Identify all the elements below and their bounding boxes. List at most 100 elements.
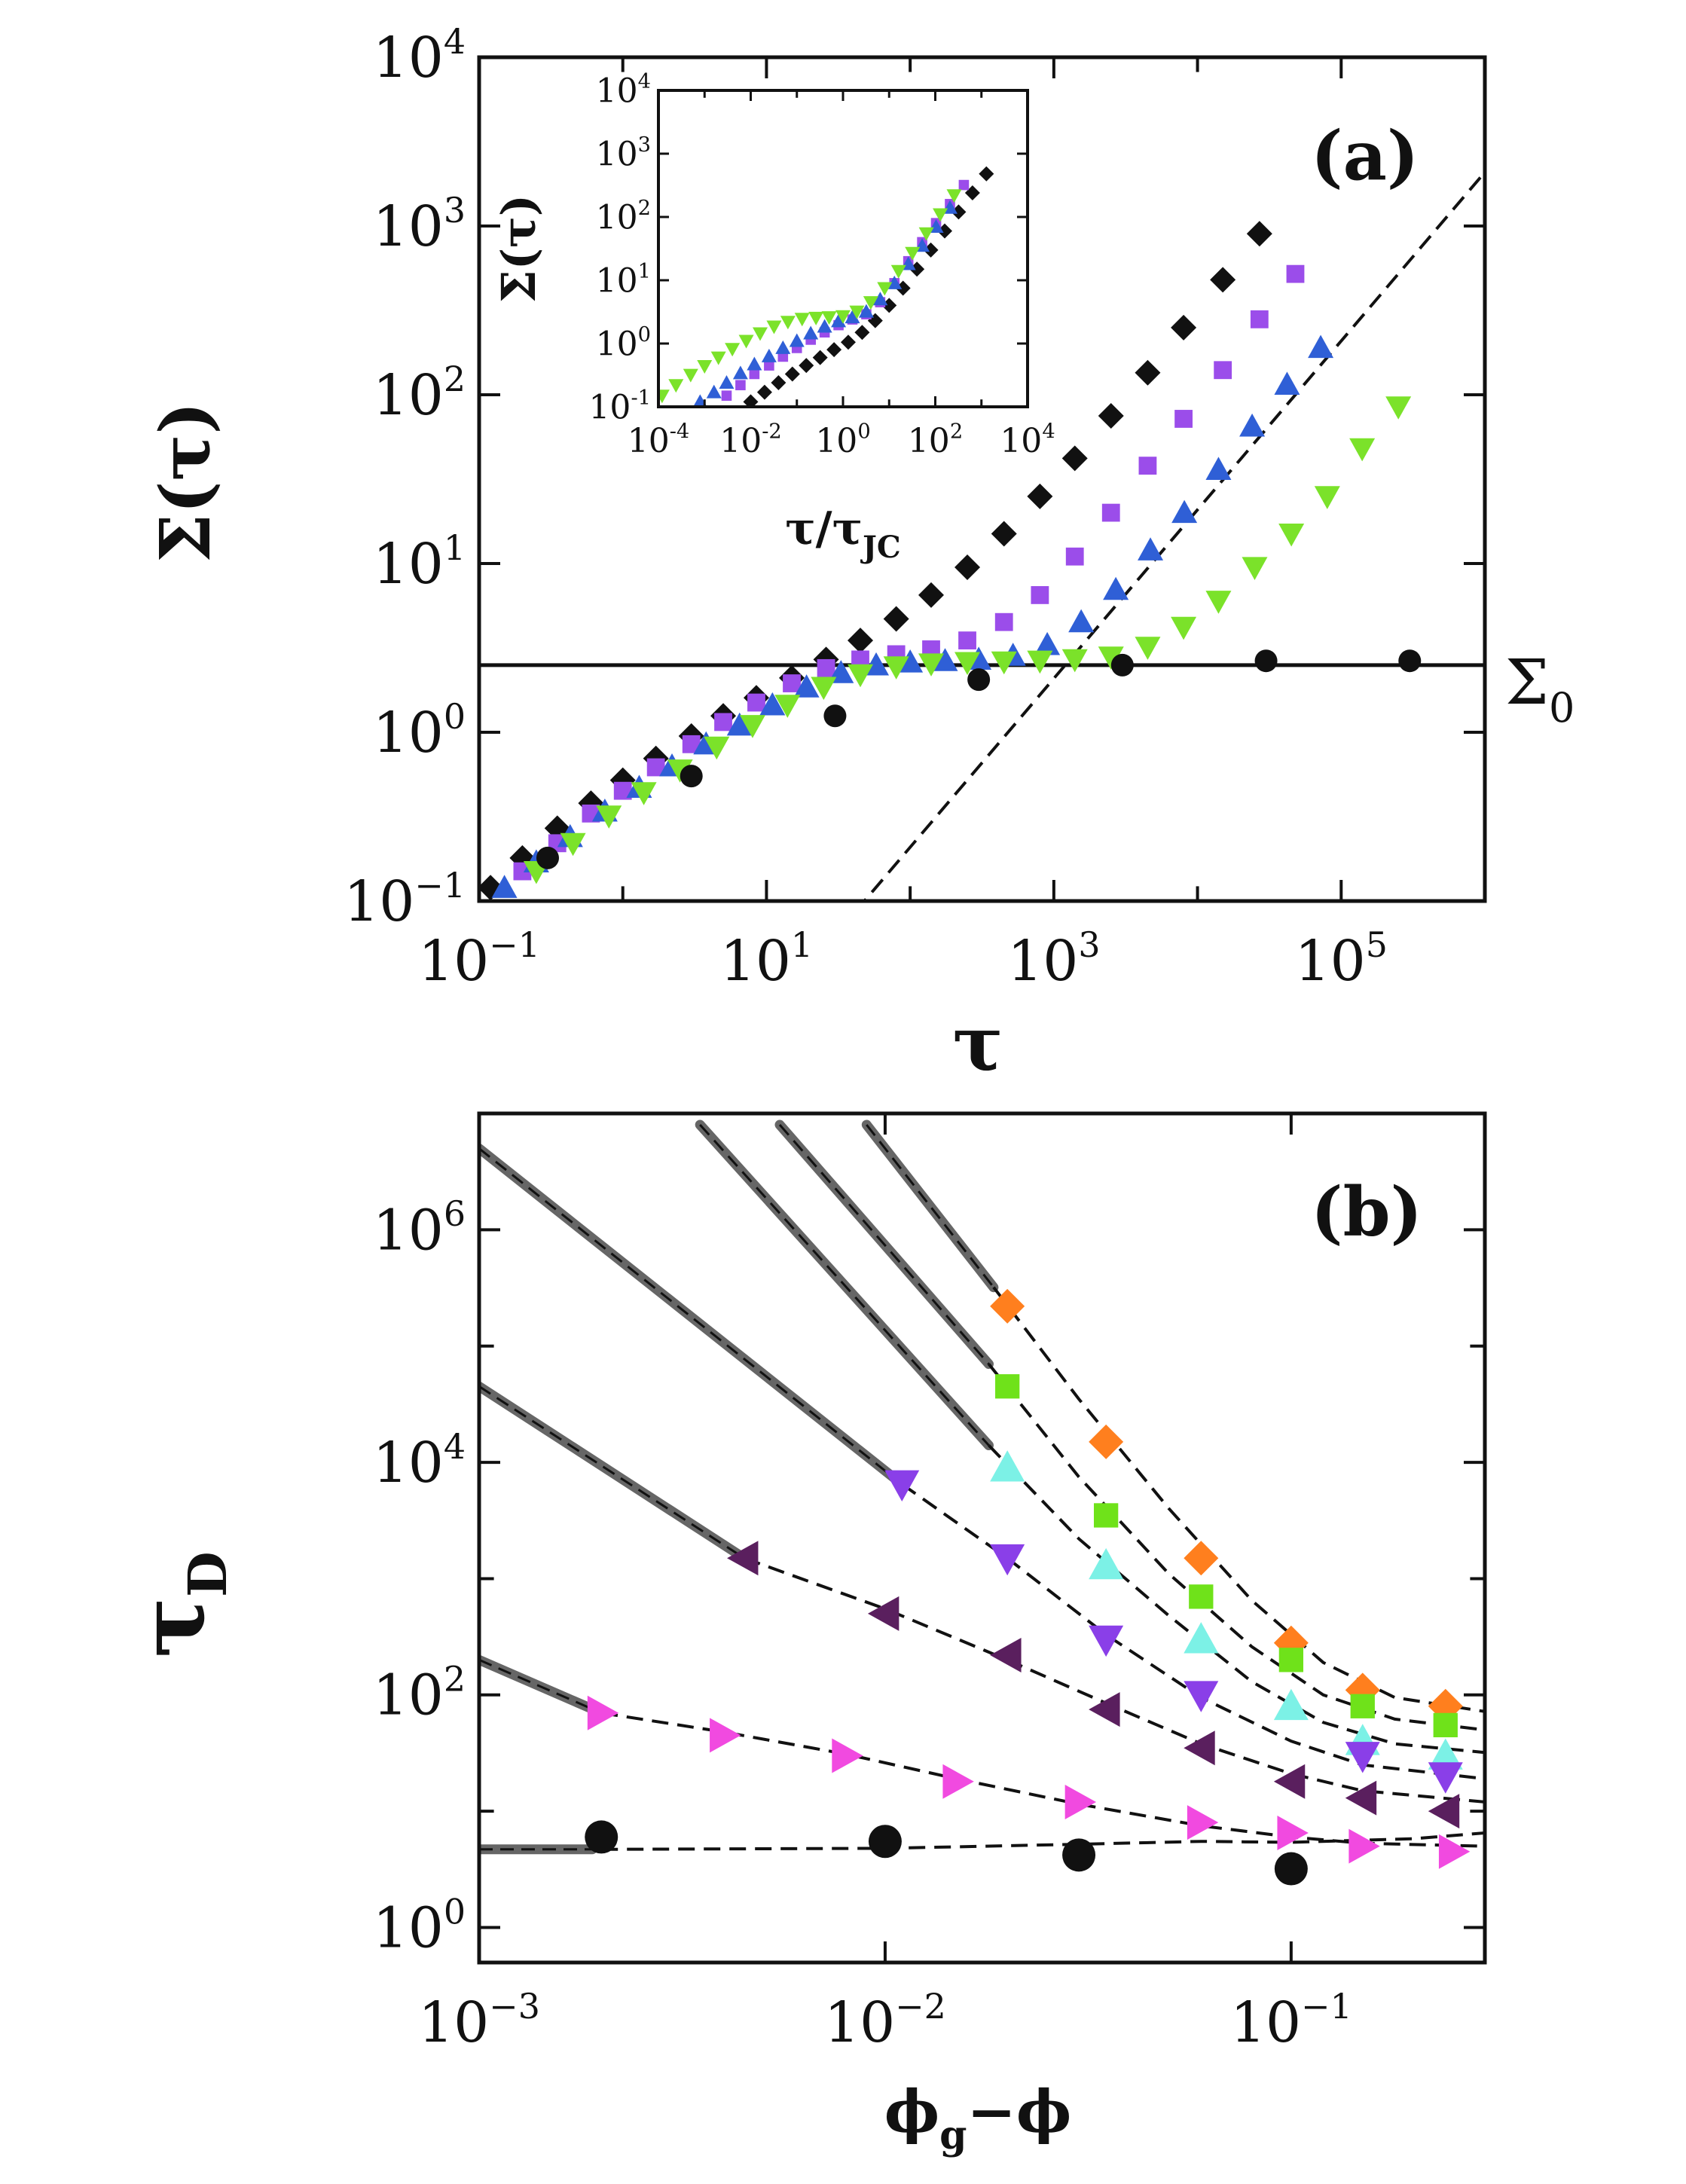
point-triangle-up [932, 648, 958, 671]
x-tick-label-0-exponent: -4 [670, 420, 690, 444]
point-triangle-up [1239, 413, 1266, 437]
series-circle [536, 649, 1422, 869]
point-square [817, 658, 835, 677]
asymptote-dash-triangle-up [699, 1123, 990, 1446]
inset-point-triangle-up [831, 313, 847, 328]
fit-triangle-down [901, 1483, 1485, 1781]
point-triangle-up [1089, 1547, 1124, 1580]
x-tick-label-3: 102 [908, 420, 963, 460]
point-triangle-down [918, 653, 945, 677]
x-tick-label-0: 10-4 [628, 420, 690, 460]
panel-a-xlabel: τ [952, 999, 1003, 1088]
inset-point-diamond [756, 384, 772, 400]
inset-point-triangle-down [766, 320, 782, 334]
inset-point-triangle-down [668, 379, 684, 393]
x-tick-label-2-mantissa: 10 [1230, 1990, 1301, 2055]
x-tick-label-1-exponent: −2 [895, 1986, 946, 2027]
x-tick-label-0-mantissa: 10 [628, 422, 670, 460]
inset-point-triangle-down [863, 296, 878, 310]
inset-point-triangle-down [683, 368, 698, 383]
y-tick-label-3-mantissa: 10 [373, 1198, 444, 1263]
x-tick-label-4-exponent: 4 [1042, 420, 1055, 444]
point-triangle-up [793, 674, 820, 698]
x-tick-label-2-mantissa: 10 [1007, 929, 1078, 994]
point-triangle-down [1345, 1742, 1380, 1773]
inset-series-triangle-down [658, 189, 962, 404]
point-triangle-down [704, 736, 730, 760]
inset-point-triangle-up [761, 348, 777, 362]
inset-point-triangle-up [719, 375, 735, 389]
fit-square [987, 1363, 1485, 1732]
point-triangle-down [1061, 649, 1088, 673]
point-diamond [1246, 221, 1272, 247]
asymptote-dash-diamond [866, 1124, 995, 1288]
point-triangle-down [1314, 486, 1340, 509]
y-tick-label-5: 104 [596, 70, 651, 110]
inset-point-triangle-up [706, 384, 722, 399]
point-triangle-down [954, 652, 981, 676]
y-tick-label-5-mantissa: 10 [596, 72, 638, 110]
y-tick-label-3: 102 [596, 197, 651, 237]
point-triangle-right [942, 1764, 974, 1799]
fit-triangle-right [600, 1711, 1485, 1848]
point-triangle-down [1278, 523, 1305, 547]
point-triangle-down [990, 1544, 1025, 1576]
panel-a-plot-area [479, 170, 1485, 901]
y-tick-label-0-exponent: -1 [631, 386, 651, 410]
point-triangle-up [759, 692, 786, 716]
inset-point-triangle-down [933, 208, 948, 222]
y-tick-label-4: 103 [596, 133, 651, 173]
y-tick-label-3-mantissa: 10 [596, 198, 638, 237]
point-square [682, 735, 701, 753]
inset-point-triangle-down [697, 359, 713, 374]
inset-point-triangle-down [794, 313, 810, 327]
y-tick-label-1-exponent: 0 [638, 323, 651, 347]
y-tick-label-1-exponent: 0 [444, 696, 466, 737]
panel-b-label: (b) [1311, 1172, 1422, 1252]
x-tick-label-2: 103 [1007, 924, 1100, 994]
inset-point-diamond [840, 334, 856, 350]
inset-point-triangle-down [780, 316, 796, 330]
panel-b-xlabel: ϕg−ϕ [884, 2078, 1072, 2158]
y-tick-label-1-mantissa: 10 [596, 325, 638, 363]
point-triangle-down [811, 677, 837, 701]
point-triangle-up [1103, 576, 1129, 600]
y-tick-label-3-exponent: 2 [444, 359, 466, 399]
point-square [714, 713, 732, 732]
y-tick-label-4: 103 [373, 190, 466, 259]
y-tick-label-4-exponent: 3 [444, 190, 466, 231]
point-triangle-up [1171, 499, 1198, 524]
inset-point-square [749, 368, 760, 380]
point-circle [868, 1825, 902, 1859]
y-tick-label-0: 10−1 [344, 865, 466, 934]
y-tick-label-0-mantissa: 10 [588, 388, 631, 426]
x-tick-label-3-exponent: 5 [1366, 924, 1388, 965]
point-triangle-up [1428, 1738, 1463, 1770]
point-triangle-left [990, 1637, 1022, 1672]
inset-point-triangle-down [725, 343, 741, 357]
point-triangle-down [631, 782, 657, 805]
point-diamond [991, 521, 1017, 547]
y-tick-label-0-mantissa: 10 [373, 1895, 444, 1960]
inset-point-square [721, 390, 732, 402]
inset-point-triangle-up [803, 325, 819, 340]
point-diamond [1027, 483, 1053, 509]
y-tick-label-0: 10-1 [588, 386, 651, 426]
asymptote-dash-triangle-left [479, 1385, 745, 1559]
point-triangle-up [1138, 537, 1164, 561]
point-triangle-right [1348, 1828, 1380, 1864]
inset-point-square [764, 360, 774, 371]
x-tick-label-1-exponent: -2 [762, 420, 782, 444]
point-triangle-down [560, 832, 586, 857]
inset-point-diamond [826, 342, 842, 358]
point-triangle-up [897, 649, 924, 673]
series-triangle-right [587, 1695, 1471, 1869]
y-tick-label-5-exponent: 4 [444, 21, 466, 62]
inset-point-triangle-up [845, 310, 860, 324]
x-tick-label-0-exponent: −1 [489, 924, 540, 965]
y-tick-label-0-exponent: 0 [444, 1891, 466, 1932]
point-square [646, 758, 665, 777]
